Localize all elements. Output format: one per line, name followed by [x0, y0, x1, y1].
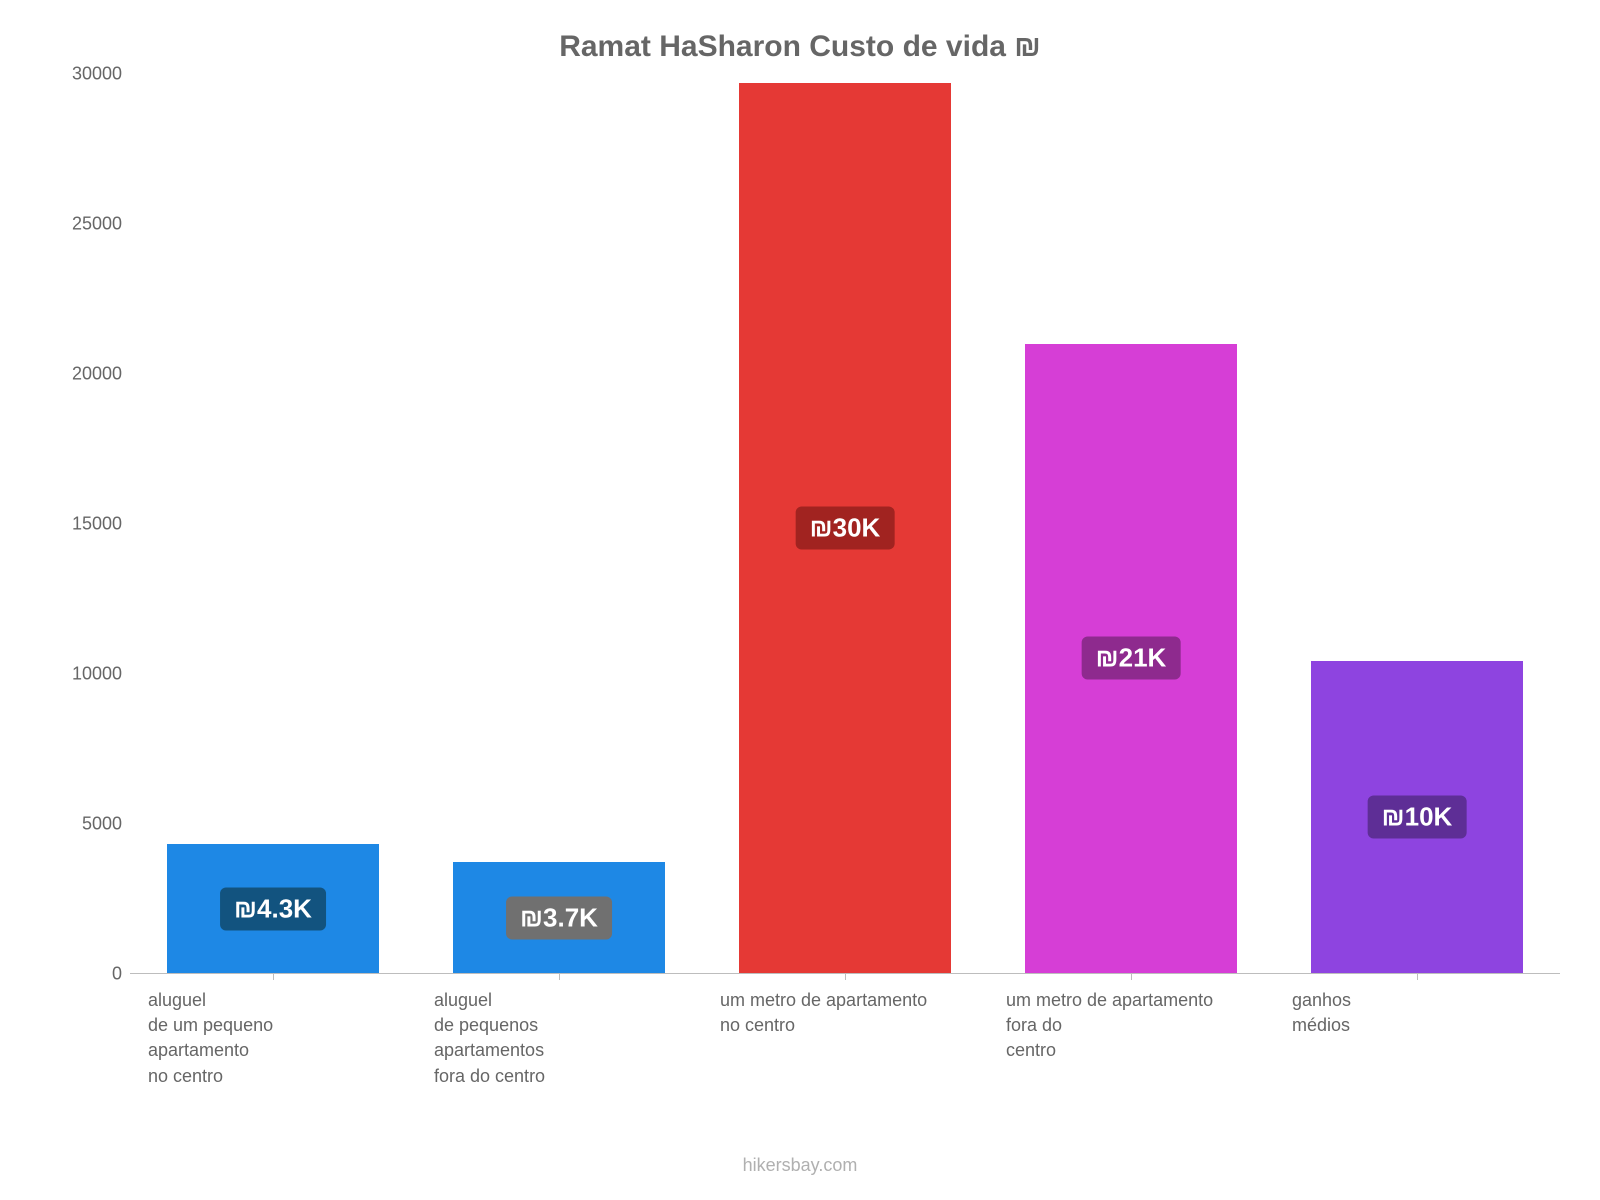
x-axis-label: ganhos médios	[1274, 974, 1560, 1089]
chart-title: Ramat HaSharon Custo de vida ₪	[40, 30, 1560, 64]
bar: ₪4.3K	[167, 844, 379, 973]
bar: ₪10K	[1311, 661, 1523, 973]
bar-slot: ₪3.7K	[416, 74, 702, 973]
bar: ₪30K	[739, 83, 951, 973]
bar-slot: ₪30K	[702, 74, 988, 973]
x-tick	[1131, 973, 1132, 980]
bar: ₪21K	[1025, 344, 1237, 973]
bar-slot: ₪4.3K	[130, 74, 416, 973]
x-axis-label: um metro de apartamento no centro	[702, 974, 988, 1089]
x-tick	[559, 973, 560, 980]
value-badge: ₪30K	[796, 507, 895, 550]
bar: ₪3.7K	[453, 862, 665, 973]
y-axis: 050001000015000200002500030000	[40, 74, 130, 974]
y-tick-label: 5000	[82, 814, 122, 835]
x-tick	[845, 973, 846, 980]
plot-area: ₪4.3K ₪3.7K ₪30K ₪21K ₪10K	[130, 74, 1560, 974]
x-tick	[273, 973, 274, 980]
bar-slot: ₪21K	[988, 74, 1274, 973]
x-axis: aluguel de um pequeno apartamento no cen…	[130, 974, 1560, 1089]
y-tick-label: 20000	[72, 364, 122, 385]
plot-row: 050001000015000200002500030000 ₪4.3K₪3.7…	[40, 74, 1560, 974]
value-badge: ₪3.7K	[506, 896, 612, 939]
x-axis-label: aluguel de um pequeno apartamento no cen…	[130, 974, 416, 1089]
cost-of-living-chart: Ramat HaSharon Custo de vida ₪ 0 5000 1000…	[0, 0, 1600, 1200]
y-tick-label: 25000	[72, 214, 122, 235]
x-tick	[1417, 973, 1418, 980]
attribution-text: hikersbay.com	[0, 1155, 1600, 1176]
y-tick-label: 15000	[72, 514, 122, 535]
value-badge: ₪10K	[1368, 796, 1467, 839]
bar-slot: ₪10K	[1274, 74, 1560, 973]
value-badge: ₪4.3K	[220, 887, 326, 930]
y-tick-label: 30000	[72, 64, 122, 85]
x-axis-label: um metro de apartamento fora do centro	[988, 974, 1274, 1089]
y-tick-label: 0	[112, 964, 122, 985]
x-axis-label: aluguel de pequenos apartamentos fora do…	[416, 974, 702, 1089]
value-badge: ₪21K	[1082, 637, 1181, 680]
y-tick-label: 10000	[72, 664, 122, 685]
bars-container: ₪4.3K ₪3.7K ₪30K ₪21K ₪10K	[130, 74, 1560, 973]
